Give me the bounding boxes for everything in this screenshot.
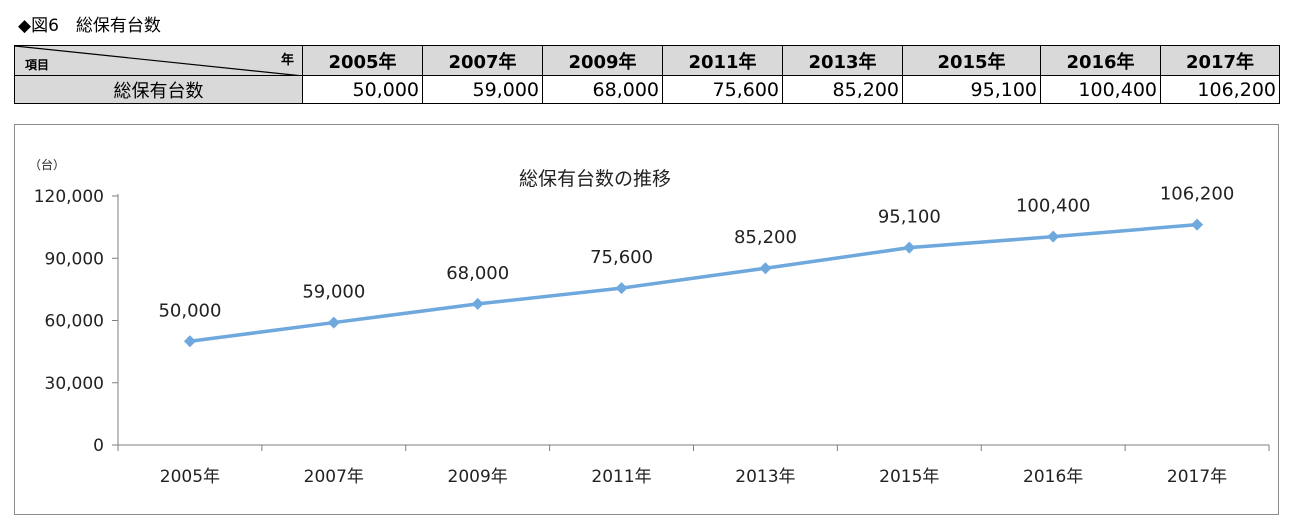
data-point xyxy=(471,297,484,310)
y-tick-label: 60,000 xyxy=(45,312,104,332)
x-tick-label: 2005年 xyxy=(160,467,220,487)
y-tick-label: 30,000 xyxy=(45,374,104,394)
table-cell: 59,000 xyxy=(422,75,543,104)
x-tick-label: 2015年 xyxy=(879,467,939,487)
table-year-header: 2009年 xyxy=(542,45,663,76)
data-point xyxy=(615,282,628,295)
x-tick-label: 2013年 xyxy=(735,467,795,487)
data-point xyxy=(1047,230,1060,243)
line-chart: 総保有台数の推移 （台） 0 30,000 60,000 90,000 120,000 200… xyxy=(29,157,1270,487)
data-point xyxy=(183,335,196,348)
data-table: 年 項目 2005年 2007年 2009年 2011年 2013年 2015年… xyxy=(14,45,1280,104)
chart-title: 総保有台数の推移 xyxy=(519,168,671,190)
table-cell: 100,400 xyxy=(1040,75,1161,104)
y-tick-label: 120,000 xyxy=(34,187,104,207)
table-cell: 75,600 xyxy=(662,75,783,104)
y-tick-label: 0 xyxy=(93,436,104,456)
table-cell: 50,000 xyxy=(302,75,423,104)
table-corner-cell: 年 項目 xyxy=(14,45,303,76)
x-tick-label: 2007年 xyxy=(304,467,364,487)
series-line xyxy=(189,222,1198,343)
table-year-header: 2007年 xyxy=(422,45,543,76)
data-point xyxy=(1191,218,1204,231)
y-tick-label: 90,000 xyxy=(45,249,104,269)
table-year-header: 2017年 xyxy=(1160,45,1280,76)
x-tick-label: 2011年 xyxy=(591,467,651,487)
table-cell: 95,100 xyxy=(902,75,1041,104)
table-year-header: 2016年 xyxy=(1040,45,1161,76)
corner-item-label: 項目 xyxy=(25,58,50,72)
table-cell: 106,200 xyxy=(1160,75,1280,104)
data-label: 85,200 xyxy=(734,227,797,248)
data-label: 75,600 xyxy=(590,247,653,268)
data-label: 100,400 xyxy=(1016,196,1090,217)
chart-area: 総保有台数の推移 （台） 0 30,000 60,000 90,000 120,000 200… xyxy=(14,124,1279,515)
data-point xyxy=(903,241,916,254)
corner-diagonal xyxy=(15,46,303,76)
table-row: 総保有台数 50,000 59,000 68,000 75,600 85,200… xyxy=(14,75,1280,104)
figure-title: ◆図6 総保有台数 xyxy=(18,16,161,36)
table-year-header: 2011年 xyxy=(662,45,783,76)
table-row-label: 総保有台数 xyxy=(14,75,303,104)
data-label: 50,000 xyxy=(158,300,221,321)
table-year-header: 2013年 xyxy=(782,45,903,76)
table-cell: 68,000 xyxy=(542,75,663,104)
table-year-header: 2015年 xyxy=(902,45,1041,76)
data-label: 59,000 xyxy=(302,282,365,303)
table-cell: 85,200 xyxy=(782,75,903,104)
data-point xyxy=(327,316,340,329)
x-tick-label: 2017年 xyxy=(1167,467,1227,487)
data-point xyxy=(759,262,772,275)
data-label: 68,000 xyxy=(446,263,509,284)
data-label: 106,200 xyxy=(1160,184,1234,205)
table-year-header: 2005年 xyxy=(302,45,423,76)
data-label: 95,100 xyxy=(878,207,941,228)
x-tick-label: 2016年 xyxy=(1023,467,1083,487)
y-unit-label: （台） xyxy=(29,157,65,172)
x-tick-label: 2009年 xyxy=(448,467,508,487)
corner-year-label: 年 xyxy=(280,53,294,68)
table-header-row: 年 項目 2005年 2007年 2009年 2011年 2013年 2015年… xyxy=(14,45,1280,76)
